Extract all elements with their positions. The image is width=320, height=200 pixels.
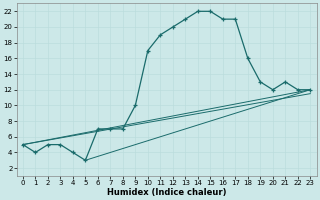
X-axis label: Humidex (Indice chaleur): Humidex (Indice chaleur) — [107, 188, 226, 197]
